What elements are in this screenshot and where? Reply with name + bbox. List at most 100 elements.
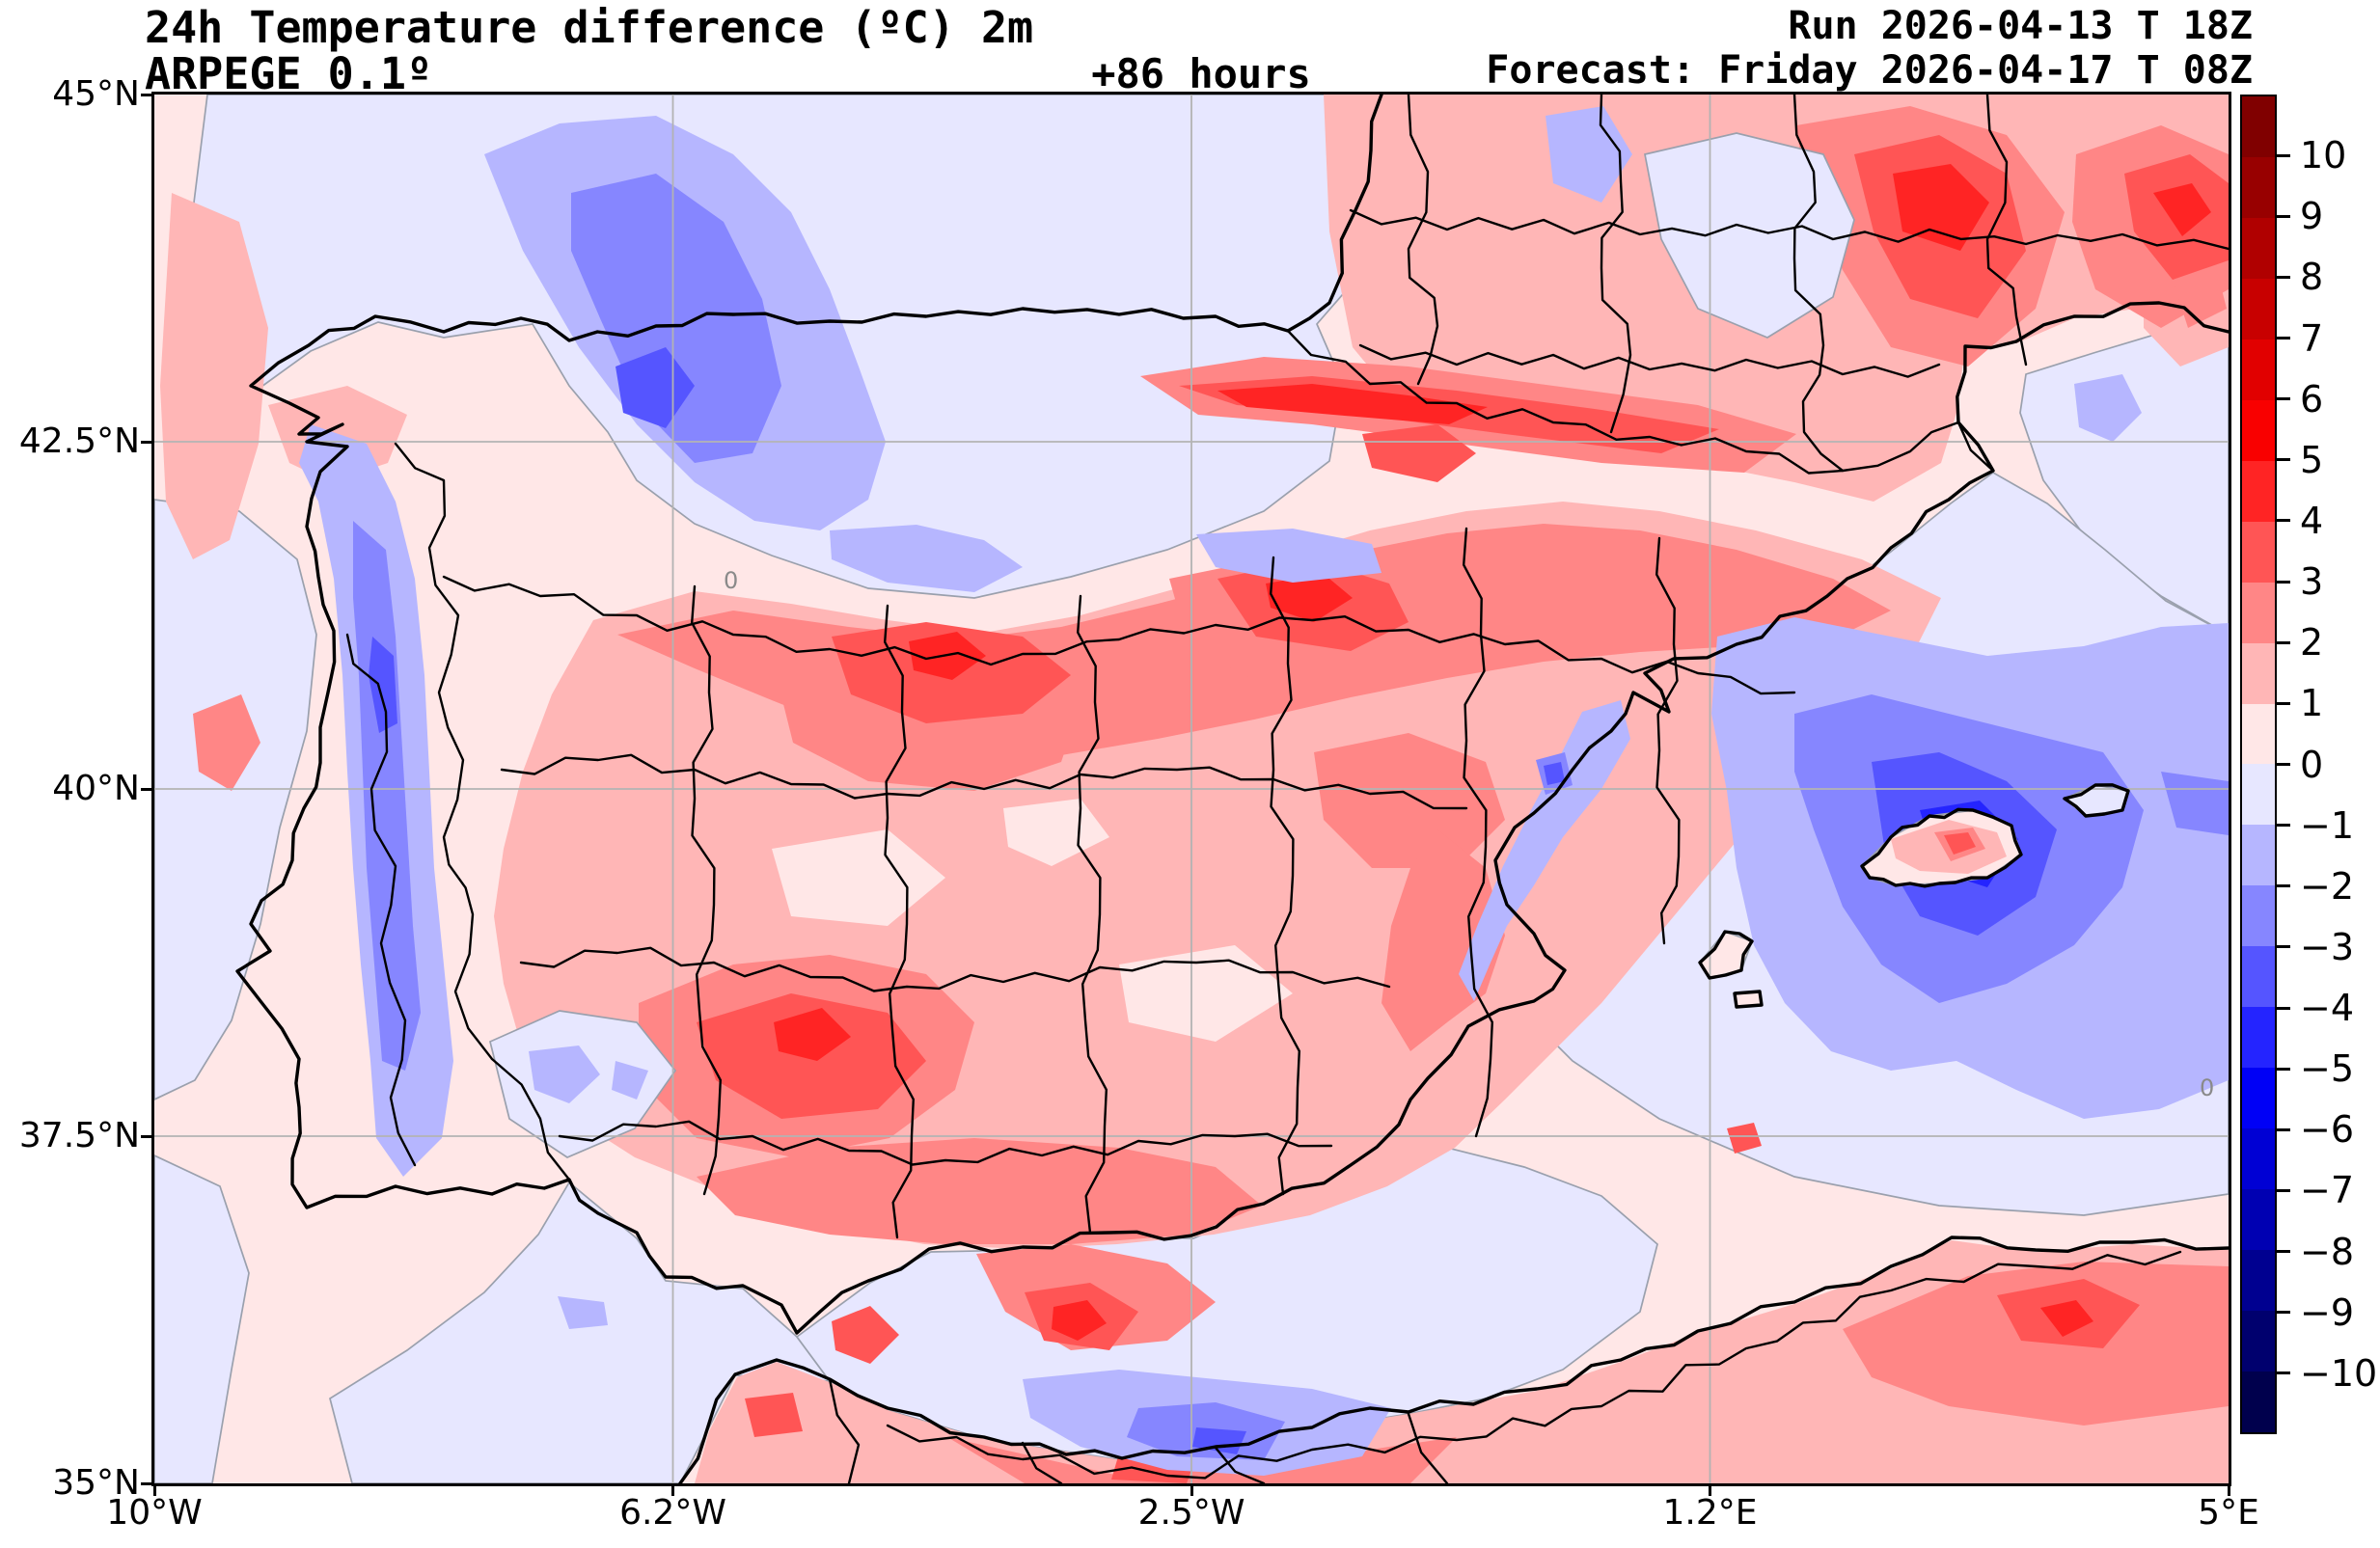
colorbar-tick-mark [2277, 701, 2290, 705]
lat-tick-label: 42.5°N [18, 421, 140, 461]
colorbar-segment [2242, 339, 2275, 400]
colorbar-tick-label: 6 [2300, 377, 2324, 421]
colorbar-segment [2242, 946, 2275, 1008]
lat-tick-mark [141, 440, 153, 444]
forecast-map: 0 0 [151, 92, 2231, 1486]
colorbar-segment [2242, 521, 2275, 583]
island-coastline [1860, 807, 2023, 888]
province-border [886, 1250, 2182, 1480]
colorbar-tick-label: 5 [2300, 438, 2324, 481]
model-label: ARPEGE 0.1º [145, 48, 433, 99]
colorbar-tick-label: −2 [2300, 864, 2355, 908]
colorbar-segment [2242, 1371, 2275, 1432]
colorbar-segment [2242, 460, 2275, 522]
colorbar-segment [2242, 278, 2275, 339]
lat-tick-mark [141, 787, 153, 791]
map-canvas: 0 0 [154, 95, 2229, 1483]
colorbar-tick-label: −9 [2300, 1290, 2355, 1334]
colorbar-segment [2242, 1250, 2275, 1312]
island-coastline [2063, 783, 2130, 818]
lat-tick-label: 40°N [52, 769, 140, 808]
borders-layer [235, 95, 2229, 1483]
lon-tick-mark [1709, 1483, 1711, 1496]
province-border [1463, 527, 1493, 1138]
colorbar-tick-mark [2277, 945, 2290, 949]
colorbar-tick-mark [2277, 397, 2290, 401]
colorbar-segment [2242, 1311, 2275, 1372]
colorbar-tick-label: −1 [2300, 803, 2355, 847]
colorbar-tick-label: −6 [2300, 1108, 2355, 1152]
colorbar-tick-label: −3 [2300, 925, 2355, 968]
colorbar-tick-mark [2277, 214, 2290, 218]
colorbar-segment [2242, 96, 2275, 157]
colorbar-tick-mark [2277, 884, 2290, 888]
colorbar-segment [2242, 1128, 2275, 1190]
page-title: 24h Temperature difference (ºC) 2m [145, 2, 1034, 53]
colorbar-tick-label: −5 [2300, 1047, 2355, 1091]
province-border [1286, 329, 1995, 475]
colorbar-tick-mark [2277, 1067, 2290, 1071]
colorbar-tick-mark [2277, 275, 2290, 279]
colorbar-segment [2242, 825, 2275, 886]
province-border [394, 442, 571, 1181]
province-border [519, 946, 1391, 992]
colorbar-segment [2242, 1068, 2275, 1129]
colorbar-segment [2242, 642, 2275, 704]
colorbar-tick-label: −7 [2300, 1169, 2355, 1212]
province-border [828, 1377, 861, 1483]
colorbar-tick-label: 7 [2300, 316, 2324, 360]
colorbar-tick-mark [2277, 1311, 2290, 1315]
colorbar-tick-mark [2277, 458, 2290, 462]
colorbar-tick-mark [2277, 824, 2290, 828]
colorbar-tick-label: −4 [2300, 987, 2355, 1030]
colorbar-tick-label: 4 [2300, 499, 2324, 542]
zero-contour-label: 0 [724, 567, 738, 594]
colorbar-tick-mark [2277, 519, 2290, 523]
province-border [1985, 95, 2028, 367]
zero-contour-label: 0 [2200, 1074, 2214, 1101]
province-border [1407, 95, 1439, 386]
forecast-label: Forecast: Friday 2026-04-17 T 08Z [1486, 48, 2253, 93]
lat-tick-mark [141, 1134, 153, 1138]
africa-coastline [678, 1236, 2229, 1483]
colorbar [2240, 95, 2277, 1434]
colorbar-segment [2242, 217, 2275, 279]
province-border [500, 753, 1468, 810]
warm-anomaly-layer [160, 95, 2229, 1483]
colorbar-tick-label: 10 [2300, 134, 2347, 177]
colorbar-tick-label: 9 [2300, 195, 2324, 238]
province-border [691, 584, 722, 1196]
lon-tick-label: 10°W [106, 1493, 203, 1533]
iberia-coastline [235, 95, 2229, 1335]
lon-tick-label: 2.5°W [1137, 1493, 1245, 1533]
island-coastline [1698, 930, 1754, 980]
colorbar-segment [2242, 1189, 2275, 1251]
colorbar-tick-label: 2 [2300, 621, 2324, 665]
colorbar-segment [2242, 885, 2275, 947]
lon-tick-mark [152, 1483, 156, 1496]
province-border [1214, 1446, 1266, 1483]
colorbar-tick-mark [2277, 1006, 2290, 1010]
lon-tick-mark [1190, 1483, 1193, 1496]
lat-tick-label: 45°N [52, 74, 140, 114]
colorbar-tick-label: 3 [2300, 560, 2324, 604]
province-border [442, 575, 1796, 695]
lat-tick-mark [141, 93, 153, 96]
colorbar-tick-mark [2277, 153, 2290, 157]
colorbar-segment [2242, 582, 2275, 643]
colorbar-tick-mark [2277, 1250, 2290, 1254]
run-label: Run 2026-04-13 T 18Z [1788, 4, 2253, 48]
colorbar-tick-label: 0 [2300, 743, 2324, 786]
colorbar-tick-mark [2277, 337, 2290, 340]
province-border [1792, 95, 1845, 473]
cold-anomaly-layer [299, 106, 2229, 1476]
province-border [1655, 536, 1681, 945]
lon-tick-label: 5°E [2198, 1493, 2259, 1533]
province-border [1021, 1441, 1063, 1483]
province-border [1349, 208, 2229, 251]
colorbar-tick-label: 1 [2300, 682, 2324, 725]
colorbar-tick-label: −8 [2300, 1230, 2355, 1273]
colorbar-segment [2242, 156, 2275, 218]
province-border [1077, 594, 1108, 1235]
